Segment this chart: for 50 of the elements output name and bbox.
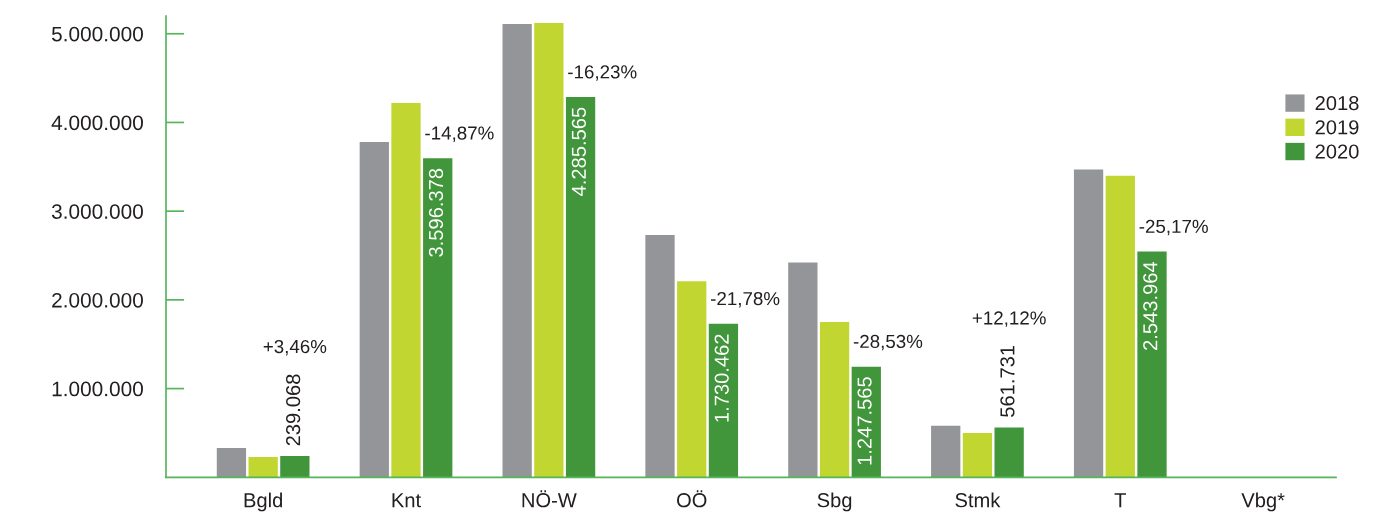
x-tick-label: Stmk <box>955 492 1001 508</box>
data-label: 1.730.462 <box>714 334 729 422</box>
annotation: +3,46% <box>263 339 327 356</box>
data-label: 239.068 <box>286 374 301 446</box>
y-tick-label: 1.000.000 <box>52 381 143 397</box>
bar <box>248 456 278 478</box>
bar <box>819 322 850 478</box>
bar <box>994 427 1024 478</box>
x-tick-label: Sbg <box>817 492 852 512</box>
x-tick-label: T <box>1114 493 1126 508</box>
legend-label: 2019 <box>1315 120 1359 135</box>
bar <box>708 323 739 478</box>
x-tick-label: OÖ <box>677 490 707 508</box>
bar <box>1105 175 1135 478</box>
bar <box>1137 251 1167 478</box>
x-tick-label: Vbg* <box>1241 492 1285 512</box>
bar <box>359 141 389 478</box>
data-label: 1.247.565 <box>857 377 872 465</box>
data-label: 4.285.565 <box>571 107 586 196</box>
annotation: -28,53% <box>853 334 923 351</box>
bar <box>423 158 453 478</box>
bar <box>1073 169 1104 478</box>
data-label: 561.731 <box>1000 345 1015 417</box>
bar <box>677 281 707 478</box>
annotation: -16,23% <box>568 65 637 81</box>
legend-label: 2020 <box>1315 144 1359 159</box>
y-tick-label: 5.000.000 <box>51 26 143 42</box>
x-tick-label: NÖ-W <box>522 490 577 508</box>
y-tick-label: 3.000.000 <box>51 204 143 219</box>
bar <box>216 448 247 478</box>
x-tick-label: Bgld <box>244 492 282 512</box>
data-label: 3.596.378 <box>428 168 444 257</box>
y-tick-label: 2.000.000 <box>52 292 143 308</box>
bar <box>962 432 993 478</box>
bar <box>565 97 596 478</box>
y-tick-label: 4.000.000 <box>51 115 143 131</box>
bar <box>931 425 961 478</box>
annotation: -25,17% <box>1139 219 1208 236</box>
data-label: 2.543.964 <box>1143 261 1158 350</box>
bar <box>391 102 421 478</box>
bar <box>788 262 818 478</box>
annotation: +12,12% <box>972 311 1046 327</box>
bar <box>645 235 675 478</box>
legend-label: 2018 <box>1315 95 1359 111</box>
annotation: -14,87% <box>425 126 494 142</box>
bar <box>502 23 532 478</box>
bar <box>534 23 564 478</box>
annotation: -21,78% <box>711 291 780 308</box>
bar <box>280 456 310 478</box>
x-tick-label: Knt <box>392 493 421 508</box>
